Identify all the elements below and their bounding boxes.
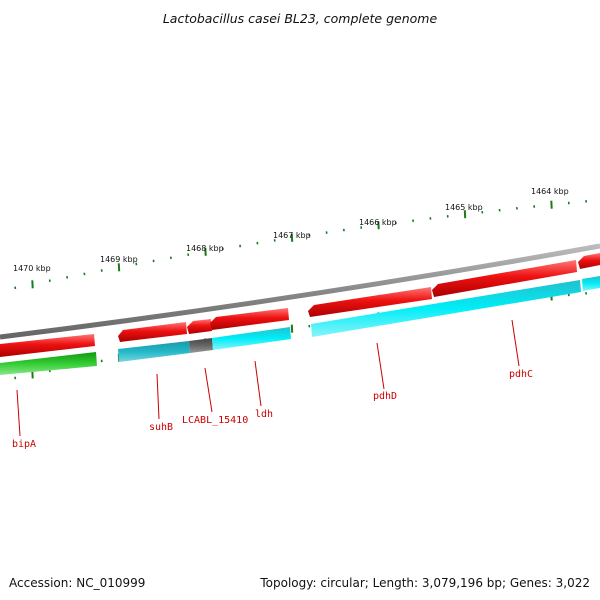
kbp-label-1468: 1468 kbp — [186, 244, 224, 253]
leader-ldh — [254, 360, 262, 407]
leader-bipA — [16, 389, 21, 437]
gene-ldh-reverse — [212, 327, 291, 350]
gene-ldh-forward — [210, 308, 289, 330]
accession-text: Accession: NC_010999 — [9, 576, 146, 590]
kbp-label-1467: 1467 kbp — [273, 231, 311, 240]
kbp-label-1470: 1470 kbp — [13, 264, 51, 273]
gene-edge-reverse — [582, 276, 600, 291]
leader-pdhD — [376, 342, 385, 390]
gene-pdhC-forward — [432, 260, 577, 297]
gene-LCABL_15410-forward — [187, 319, 212, 334]
kbp-label-1464: 1464 kbp — [531, 187, 569, 196]
gene-edge-forward — [578, 253, 600, 269]
leader-pdhC — [511, 319, 520, 367]
map-title: Lactobacillus casei BL23, complete genom… — [163, 11, 438, 26]
gene-label-pdhD: pdhD — [373, 391, 397, 402]
gene-label-bipA: bipA — [12, 439, 36, 450]
gene-label-ldh: ldh — [255, 409, 273, 420]
topology-text: Topology: circular; Length: 3,079,196 bp… — [260, 576, 590, 590]
leader-suhB — [156, 373, 160, 420]
gene-suhB-forward — [118, 322, 187, 342]
kbp-label-1466: 1466 kbp — [359, 218, 397, 227]
gene-LCABL_15410-reverse — [189, 338, 213, 353]
gene-bipA-forward — [0, 334, 95, 357]
gene-suhB-reverse — [118, 341, 190, 362]
gene-label-pdhC: pdhC — [509, 369, 533, 380]
upper-scale-ticks — [14, 199, 588, 290]
genome-backbone — [0, 243, 600, 340]
kbp-label-1465: 1465 kbp — [445, 203, 483, 212]
gene-label-LCABL_15410: LCABL_15410 — [182, 415, 248, 426]
gene-label-suhB: suhB — [149, 422, 173, 433]
leader-LCABL_15410 — [204, 367, 213, 413]
gene-pdhD-forward — [308, 287, 432, 317]
gene-bipA-reverse — [0, 352, 97, 375]
kbp-label-1469: 1469 kbp — [100, 255, 138, 264]
gene-pdhD-reverse — [311, 280, 581, 337]
